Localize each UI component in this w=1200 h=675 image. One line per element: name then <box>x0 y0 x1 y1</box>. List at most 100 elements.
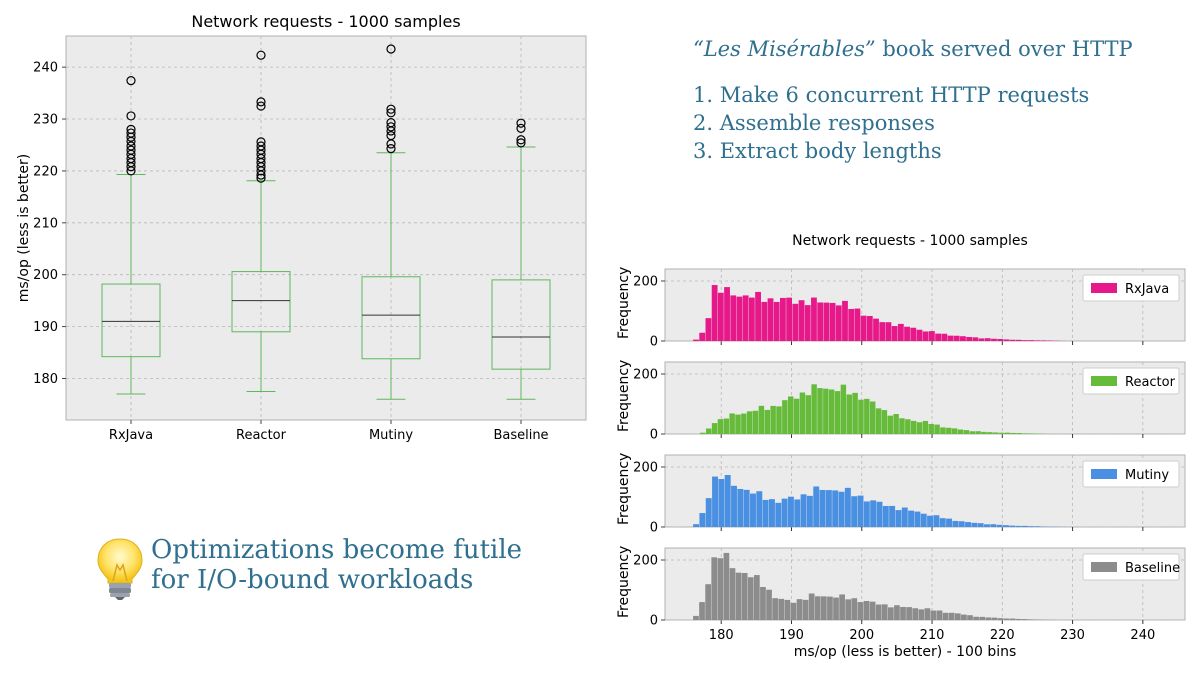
histogram-bar <box>963 430 970 434</box>
y-axis-label: Frequency <box>616 453 632 525</box>
histogram-bar <box>842 300 848 341</box>
histogram-bar <box>891 326 898 341</box>
box-rxjava <box>101 76 161 395</box>
histogram-bar <box>981 431 987 434</box>
histogram-bar <box>887 415 893 434</box>
histogram-bar <box>941 333 948 341</box>
y-axis-label: Frequency <box>616 546 632 618</box>
histogram-bar <box>724 287 730 341</box>
histogram-bar <box>1016 432 1022 434</box>
x-axis-label: ms/op (less is better) - 100 bins <box>794 644 1017 660</box>
outlier-point <box>256 173 266 183</box>
histogram-bar <box>760 587 766 620</box>
histogram-bar <box>887 607 894 620</box>
histogram-title: Network requests - 1000 samples <box>792 233 1028 249</box>
histogram-bar <box>772 598 778 620</box>
histogram-bar <box>1028 526 1035 527</box>
histogram-bar <box>916 329 923 341</box>
legend-label: RxJava <box>1125 282 1169 297</box>
book-title: “Les Misérables” <box>693 37 876 61</box>
histogram-bar <box>869 401 876 434</box>
histogram-bar <box>781 498 788 527</box>
outlier-point <box>386 139 396 149</box>
legend-swatch <box>1091 283 1117 293</box>
histogram-bar <box>806 495 813 527</box>
histogram-bar <box>975 431 981 434</box>
legend-label: Mutiny <box>1125 468 1169 483</box>
histogram-bar <box>978 338 985 341</box>
histogram-bar <box>984 338 991 341</box>
histogram-bar <box>924 608 931 620</box>
histogram-bar <box>879 322 886 341</box>
histogram-bar <box>735 572 742 620</box>
legend-label: Reactor <box>1125 375 1176 390</box>
histogram-bar <box>972 337 979 341</box>
histogram-bar <box>835 305 842 341</box>
histogram-bar <box>1034 526 1041 527</box>
benchmark-description: “Les Misérables” book served over HTTP 1… <box>693 35 1133 165</box>
y-tick-label: 220 <box>33 164 58 179</box>
histogram-bar <box>761 301 768 341</box>
histogram-bar <box>800 494 807 527</box>
x-tick-label: Reactor <box>236 428 287 443</box>
histogram-bar <box>863 501 870 527</box>
histogram-bar <box>731 485 737 527</box>
histogram-bar <box>933 515 940 527</box>
histogram-bar <box>693 339 699 341</box>
outlier-point <box>516 135 526 145</box>
histogram-bar <box>756 491 763 527</box>
histogram-bar <box>1015 339 1022 341</box>
histogram-bar <box>834 391 841 434</box>
histogram-bar <box>889 505 896 527</box>
legend-swatch <box>1091 376 1117 386</box>
histogram-bar <box>996 524 1003 527</box>
y-tick-label: 240 <box>33 61 58 76</box>
histogram-bar <box>881 604 888 620</box>
histogram-bar <box>711 557 718 620</box>
x-tick-label: 180 <box>709 628 734 643</box>
histogram-bar <box>948 612 955 620</box>
histogram-bar <box>814 596 821 620</box>
histogram-bar <box>908 510 915 527</box>
histogram-bar <box>827 596 833 620</box>
histogram-bar <box>723 552 730 620</box>
histogram-bar <box>821 596 827 620</box>
histogram-bar <box>776 406 782 434</box>
histogram-bar <box>922 420 929 434</box>
histogram-bar <box>832 490 839 527</box>
histogram-bar <box>916 422 923 434</box>
histogram-bar <box>960 336 966 341</box>
histogram-bar <box>860 315 867 341</box>
histogram-bar <box>928 331 935 341</box>
y-tick-label: 0 <box>650 521 658 536</box>
histogram-bar <box>851 598 858 620</box>
histogram-bar <box>724 474 731 527</box>
description-headline: “Les Misérables” book served over HTTP <box>693 35 1133 63</box>
histogram-bar <box>977 523 984 527</box>
histogram-bar <box>736 296 743 341</box>
histogram-bar <box>755 291 761 341</box>
histogram-bar <box>804 305 811 341</box>
histogram-bar <box>947 335 954 341</box>
histogram-bar <box>990 524 997 527</box>
histogram-bar <box>730 295 737 341</box>
histogram-bar <box>729 413 735 434</box>
outlier-point <box>516 123 526 133</box>
y-tick-label: 0 <box>650 614 658 629</box>
histogram-bar <box>946 427 952 434</box>
histogram-bar <box>875 604 882 620</box>
histogram-bar <box>784 599 791 620</box>
step-2: 2. Assemble responses <box>693 111 935 135</box>
iqr-box <box>231 271 291 333</box>
outlier-point <box>256 170 266 180</box>
histogram-bar <box>693 524 700 527</box>
x-tick-label: 230 <box>1060 628 1085 643</box>
histogram-bar <box>699 602 705 620</box>
histogram-bar <box>838 491 845 527</box>
histogram-bar <box>914 511 921 527</box>
histogram-bar <box>796 599 803 620</box>
box-baseline <box>491 118 551 400</box>
histogram-bar <box>705 584 711 620</box>
box-mutiny <box>361 44 421 400</box>
